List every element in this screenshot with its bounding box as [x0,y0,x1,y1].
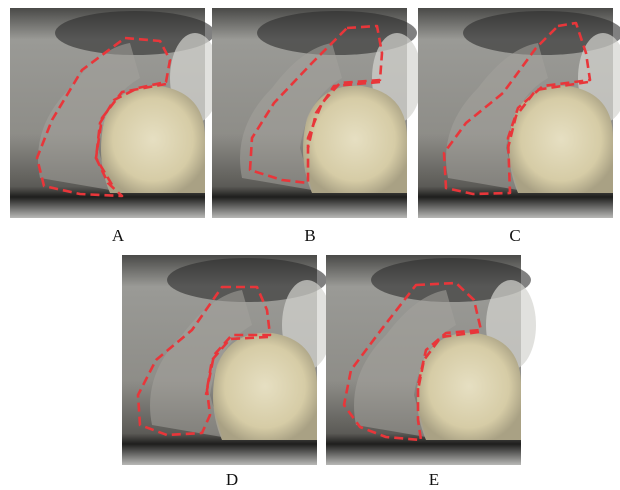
panel-image [418,8,620,218]
panel-image [10,8,220,218]
panel-label: B [304,226,315,245]
panel-image [212,8,422,218]
page: A B C D E (() => { const data = JSON.par… [0,0,620,490]
panel-label: A [112,226,125,245]
panel-label: D [226,470,238,489]
panel-image [122,255,332,465]
panel-label: E [429,470,439,489]
figure: A B C D E [0,0,620,490]
panel-image [326,255,536,465]
panel-label: C [509,226,520,245]
micrograph [418,8,620,218]
micrograph [10,8,220,218]
